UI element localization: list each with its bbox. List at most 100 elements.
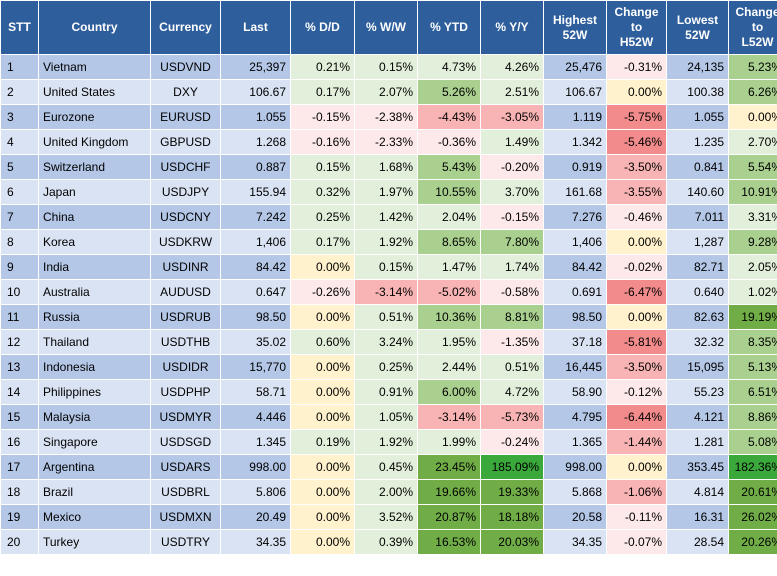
cell-currency: DXY [150,79,221,105]
cell-yy: 7.80% [480,229,544,255]
cell-last: 0.887 [220,154,291,180]
cell-chh52: -0.11% [606,504,667,530]
cell-currency: USDIDR [150,354,221,380]
cell-country: India [38,254,151,280]
cell-chl52: 182.36% [728,454,777,480]
cell-dd: 0.00% [290,379,355,405]
header-label: to [751,20,764,34]
cell-last: 7.242 [220,204,291,230]
cell-ytd: -4.43% [417,104,481,130]
cell-chh52: -0.46% [606,204,667,230]
table-row: 12 Thailand USDTHB 35.02 0.60% 3.24% 1.95% -1.3… [0,329,777,355]
cell-ytd: 5.43% [417,154,481,180]
cell-dd: 0.00% [290,479,355,505]
cell-country: Japan [38,179,151,205]
cell-chh52: 0.00% [606,304,667,330]
cell-chl52: 3.31% [728,204,777,230]
cell-last: 20.49 [220,504,291,530]
cell-low52: 353.45 [666,454,729,480]
cell-country: Eurozone [38,104,151,130]
cell-country: United Kingdom [38,129,151,155]
table-row: 19 Mexico USDMXN 20.49 0.00% 3.52% 20.87% 18.18… [0,504,777,530]
cell-country: Indonesia [38,354,151,380]
cell-ww: -3.14% [354,279,418,305]
header-ytd: % YTD [417,0,481,55]
header-label: % YTD [430,20,468,34]
header-label: 52W [562,27,588,42]
table-row: 1 Vietnam USDVND 25,397 0.21% 0.15% 4.73% 4.26%… [0,54,777,80]
cell-stt: 20 [0,529,39,555]
cell-stt: 4 [0,129,39,155]
cell-chh52: -0.31% [606,54,667,80]
cell-ww: 3.52% [354,504,418,530]
cell-currency: USDCNY [150,204,221,230]
cell-high52: 161.68 [543,179,607,205]
table-row: 18 Brazil USDBRL 5.806 0.00% 2.00% 19.66% 19.33… [0,479,777,505]
cell-ww: 0.39% [354,529,418,555]
cell-country: Malaysia [38,404,151,430]
cell-ytd: 19.66% [417,479,481,505]
cell-chh52: -0.07% [606,529,667,555]
cell-low52: 55.23 [666,379,729,405]
cell-country: Thailand [38,329,151,355]
cell-low52: 24,135 [666,54,729,80]
cell-high52: 58.90 [543,379,607,405]
cell-low52: 4.814 [666,479,729,505]
cell-yy: 1.49% [480,129,544,155]
cell-ww: 0.15% [354,254,418,280]
cell-dd: 0.00% [290,254,355,280]
cell-yy: -1.35% [480,329,544,355]
cell-ytd: 20.87% [417,504,481,530]
cell-high52: 0.919 [543,154,607,180]
cell-chl52: 5.08% [728,429,777,455]
cell-high52: 998.00 [543,454,607,480]
cell-dd: 0.25% [290,204,355,230]
cell-high52: 1.342 [543,129,607,155]
cell-yy: -0.58% [480,279,544,305]
header-label: Change [614,5,659,19]
cell-chh52: -5.46% [606,129,667,155]
cell-yy: 4.72% [480,379,544,405]
cell-chl52: 1.02% [728,279,777,305]
cell-last: 1.345 [220,429,291,455]
cell-country: Turkey [38,529,151,555]
cell-currency: USDARS [150,454,221,480]
header-label: Currency [159,20,212,34]
cell-dd: -0.15% [290,104,355,130]
cell-high52: 25,476 [543,54,607,80]
cell-low52: 82.63 [666,304,729,330]
table-body: 1 Vietnam USDVND 25,397 0.21% 0.15% 4.73% 4.26%… [0,54,777,555]
cell-last: 106.67 [220,79,291,105]
cell-yy: 1.74% [480,254,544,280]
cell-currency: USDMXN [150,504,221,530]
cell-ww: 1.42% [354,204,418,230]
cell-last: 998.00 [220,454,291,480]
cell-chl52: 9.28% [728,229,777,255]
cell-country: Singapore [38,429,151,455]
cell-last: 1,406 [220,229,291,255]
cell-yy: 20.03% [480,529,544,555]
table-row: 9 India USDINR 84.42 0.00% 0.15% 1.47% 1.74% 84.… [0,254,777,280]
cell-chh52: 0.00% [606,79,667,105]
cell-dd: 0.00% [290,304,355,330]
cell-stt: 6 [0,179,39,205]
header-label: % Y/Y [495,20,529,34]
cell-currency: USDPHP [150,379,221,405]
table-row: 2 United States DXY 106.67 0.17% 2.07% 5.26% 2.… [0,79,777,105]
table-row: 17 Argentina USDARS 998.00 0.00% 0.45% 23.45% 1… [0,454,777,480]
cell-country: Brazil [38,479,151,505]
cell-high52: 84.42 [543,254,607,280]
cell-high52: 5.868 [543,479,607,505]
cell-chl52: 2.05% [728,254,777,280]
cell-country: Korea [38,229,151,255]
cell-stt: 19 [0,504,39,530]
cell-chh52: -0.02% [606,254,667,280]
cell-stt: 12 [0,329,39,355]
header-label: Highest [552,12,597,27]
cell-yy: 4.26% [480,54,544,80]
table-row: 4 United Kingdom GBPUSD 1.268 -0.16% -2.33% -0… [0,129,777,155]
cell-low52: 4.121 [666,404,729,430]
cell-stt: 8 [0,229,39,255]
cell-yy: 2.51% [480,79,544,105]
header-label: % W/W [366,20,406,34]
